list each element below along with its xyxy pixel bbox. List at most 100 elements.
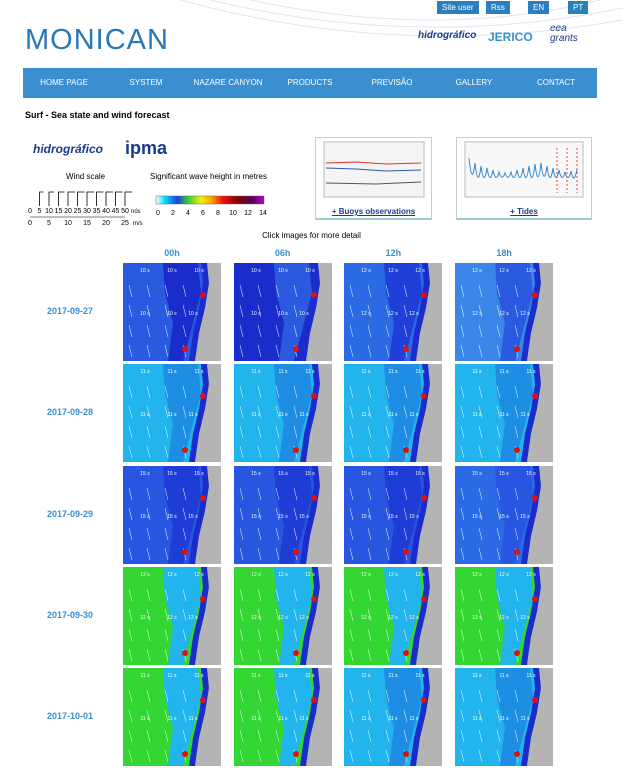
wind-arrow xyxy=(368,487,372,500)
nav-item[interactable]: SYSTEM xyxy=(129,78,163,87)
thumb-chart xyxy=(464,141,584,198)
buoy-marker xyxy=(310,494,317,501)
ms-label: 20 xyxy=(102,220,110,227)
period-label: 11 s xyxy=(521,412,531,418)
forecast-map[interactable]: 11 s 11 s 11 s 11 s 11 s 11 s xyxy=(123,364,221,463)
lang-en[interactable]: EN xyxy=(528,1,550,14)
wind-arrow xyxy=(293,324,297,338)
period-label: 10 s xyxy=(278,311,288,317)
wind-arrow xyxy=(182,710,187,723)
period-label: 12 s xyxy=(472,572,482,578)
period-label: 11 s xyxy=(299,412,309,418)
wind-arrow xyxy=(368,324,372,338)
nav-item[interactable]: CONTACT xyxy=(536,78,576,87)
forecast-map[interactable]: 15 s 15 s 15 s 15 s 15 s 15 s xyxy=(455,465,554,564)
forecast-map[interactable]: 11 s 11 s 11 s 11 s 11 s 11 s xyxy=(455,668,554,767)
period-label: 12 s xyxy=(362,572,372,578)
wind-arrow xyxy=(275,284,279,298)
wind-arrow xyxy=(404,284,408,298)
coast xyxy=(410,668,431,767)
period-label: 11 s xyxy=(362,369,372,375)
forecast-map[interactable]: 12 s 12 s 12 s 12 s 12 s 12 s xyxy=(233,566,332,665)
period-label: 15 s xyxy=(472,514,482,520)
period-label: 15 s xyxy=(167,514,177,520)
wind-arrow xyxy=(404,527,408,540)
ms-label: 15 xyxy=(83,220,91,227)
period-label: 11 s xyxy=(473,716,483,722)
period-label: 11 s xyxy=(140,673,150,679)
forecast-map[interactable]: 12 s 12 s 12 s 12 s 12 s 12 s xyxy=(344,263,443,361)
forecast-map[interactable]: 11 s 11 s 11 s 11 s 11 s 11 s xyxy=(344,668,443,767)
date-label: 2017-10-01 xyxy=(46,711,94,722)
buoy-marker xyxy=(310,697,317,704)
forecast-map[interactable]: 15 s 15 s 15 s 15 s 15 s 15 s xyxy=(344,465,443,564)
period-label: 12 s xyxy=(251,615,261,621)
forecast-map[interactable]: 11 s 11 s 11 s 11 s 11 s 11 s xyxy=(455,364,554,463)
wind-arrow xyxy=(257,426,261,439)
tides-thumb[interactable]: + Tides xyxy=(456,137,592,220)
lang-pt[interactable]: PT xyxy=(568,1,589,14)
wind-arrow xyxy=(293,507,297,520)
forecast-map[interactable]: 12 s 12 s 12 s 12 s 12 s 12 s xyxy=(455,263,554,361)
land xyxy=(527,364,554,463)
buoys-link[interactable]: + Buoys observations xyxy=(331,207,416,216)
buoy-marker xyxy=(200,697,206,704)
wind-arrow xyxy=(275,446,279,459)
sea-patch xyxy=(163,668,201,767)
forecast-map[interactable]: 10 s 10 s 10 s 10 s 10 s 10 s xyxy=(233,263,332,361)
wind-arrow xyxy=(496,304,501,318)
period-label: 12 s xyxy=(389,572,399,578)
rss-link[interactable]: Rss xyxy=(486,1,510,14)
wind-arrow xyxy=(350,710,354,723)
period-label: 15 s xyxy=(410,514,420,520)
forecast-map[interactable]: 15 s 15 s 15 s 15 s 15 s 15 s xyxy=(233,465,332,564)
wind-arrow xyxy=(514,608,519,621)
forecast-map[interactable]: 11 s 11 s 11 s 11 s 11 s 11 s xyxy=(233,364,332,463)
wave-tick-label: 8 xyxy=(216,210,220,217)
map-image: 15 s 15 s 15 s 15 s 15 s 15 s xyxy=(123,465,221,564)
forecast-map[interactable]: 11 s 11 s 11 s 11 s 11 s 11 s xyxy=(123,668,221,767)
forecast-map[interactable]: 12 s 12 s 12 s 12 s 12 s 12 s xyxy=(455,566,554,665)
buoy-marker xyxy=(200,393,206,400)
forecast-map[interactable]: 11 s 11 s 11 s 11 s 11 s 11 s xyxy=(344,364,443,463)
forecast-map[interactable]: 12 s 12 s 12 s 12 s 12 s 12 s xyxy=(344,566,443,665)
period-label: 12 s xyxy=(140,615,150,621)
wind-arrow xyxy=(182,588,187,601)
tides-link[interactable]: + Tides xyxy=(510,207,538,216)
hour-header: 12h xyxy=(385,248,402,258)
buoy-marker xyxy=(292,447,299,454)
sea-patch xyxy=(163,364,201,463)
nav-item[interactable]: NAZARE CANYON xyxy=(193,78,263,87)
nav-item[interactable]: PRODUCTS xyxy=(287,78,333,87)
forecast-map[interactable]: 10 s 10 s 10 s 10 s 10 s 10 s xyxy=(123,263,221,361)
map-image: 11 s 11 s 11 s 11 s 11 s 11 s xyxy=(455,668,554,767)
wind-arrow xyxy=(386,730,390,743)
period-label: 12 s xyxy=(499,615,509,621)
wind-arrow xyxy=(128,487,133,500)
period-label: 12 s xyxy=(278,615,288,621)
forecast-map[interactable]: 12 s 12 s 12 s 12 s 12 s 12 s xyxy=(123,566,221,665)
wind-arrow xyxy=(239,690,243,703)
forecast-map[interactable]: 11 s 11 s 11 s 11 s 11 s 11 s xyxy=(233,668,332,767)
wind-arrow xyxy=(146,730,151,743)
nav-item[interactable]: HOME PAGE xyxy=(40,78,88,87)
wave-tick-label: 2 xyxy=(171,210,175,217)
wind-arrow xyxy=(239,324,243,338)
buoy-marker xyxy=(403,346,410,352)
period-label: 15 s xyxy=(526,471,536,477)
buoys-thumb[interactable]: + Buoys observations xyxy=(315,137,432,220)
nav-bar: HOME PAGE SYSTEM NAZARE CANYON PRODUCTS PREV… xyxy=(23,68,597,98)
logo[interactable]: MONICAN xyxy=(25,24,169,56)
wind-arrow xyxy=(350,324,354,338)
land xyxy=(527,465,554,564)
wind-arrow xyxy=(404,588,408,601)
wind-arrow xyxy=(404,487,408,500)
map-image: 15 s 15 s 15 s 15 s 15 s 15 s xyxy=(344,465,443,564)
nav-item[interactable]: GALLERY xyxy=(455,78,493,87)
site-user-link[interactable]: Site user xyxy=(437,1,479,14)
wind-arrow xyxy=(496,608,501,621)
nav-item[interactable]: PREVISÃO xyxy=(371,78,413,87)
wind-barb xyxy=(96,191,104,206)
forecast-map[interactable]: 15 s 15 s 15 s 15 s 15 s 15 s xyxy=(123,465,221,564)
land xyxy=(527,566,554,665)
